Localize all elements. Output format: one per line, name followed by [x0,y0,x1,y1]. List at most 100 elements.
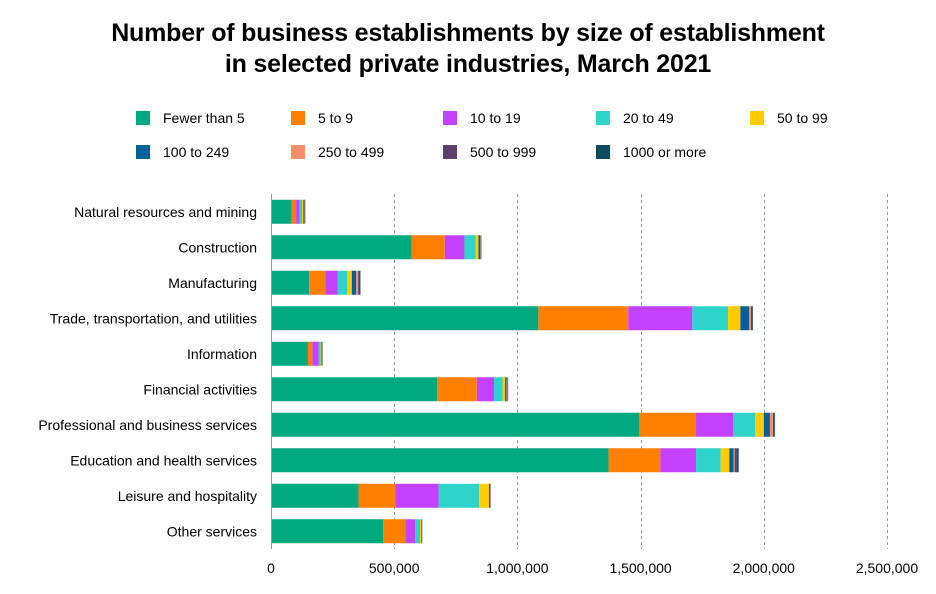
chart-title-line-2: in selected private industries, March 20… [224,50,712,78]
bar-trade-transportation-and-utilities-5-to-9 [538,306,629,331]
bar-financial-activities-5-to-9 [437,377,477,402]
bar-construction-fewer-than-5 [271,235,412,260]
bar-financial-activities-250-to-499 [506,377,508,402]
bar-trade-transportation-and-utilities-fewer-than-5 [271,306,539,331]
legend-swatch-fewer-than-5 [136,111,150,125]
bar-natural-resources-and-mining-20-to-49 [299,199,303,224]
bar-trade-transportation-and-utilities-50-to-99 [728,306,741,331]
bar-manufacturing-500-to-999 [358,270,360,295]
legend-label-5-to-9: 5 to 9 [318,110,354,126]
category-label-construction: Construction [178,239,257,255]
bar-professional-and-business-services-20-to-49 [733,412,756,437]
x-tick-label-1: 500,000 [369,560,420,576]
bar-education-and-health-services-5-to-9 [608,448,661,473]
x-tick-label-2: 1,000,000 [486,560,548,576]
bar-leisure-and-hospitality-50-to-99 [479,483,490,508]
bar-other-services-100-to-249 [421,519,423,544]
bar-professional-and-business-services-100-to-249 [763,412,770,437]
bar-trade-transportation-and-utilities-100-to-249 [740,306,750,331]
bar-manufacturing-5-to-9 [309,270,326,295]
bar-other-services-50-to-99 [420,519,422,544]
bar-education-and-health-services-250-to-499 [733,448,735,473]
bar-education-and-health-services-fewer-than-5 [271,448,609,473]
bar-construction-5-to-9 [411,235,445,260]
category-label-other-services: Other services [167,523,257,539]
bar-manufacturing-50-to-99 [347,270,352,295]
x-tick-label-3: 1,500,000 [609,560,671,576]
bar-leisure-and-hospitality-fewer-than-5 [271,483,359,508]
legend-label-500-to-999: 500 to 999 [470,144,537,160]
chart-title-line-1: Number of business establishments by siz… [111,19,825,47]
bar-information-5-to-9 [307,341,313,366]
category-label-information: Information [187,346,257,362]
bar-financial-activities-20-to-49 [493,377,503,402]
chart-legend: Fewer than 5 5 to 9 10 to 19 20 to 49 50 to … [0,0,936,170]
bar-other-services-10-to-19 [405,519,416,544]
bar-natural-resources-and-mining-50-to-99 [302,199,304,224]
bar-natural-resources-and-mining-10-to-19 [296,199,300,224]
bar-education-and-health-services-10-to-19 [660,448,697,473]
bar-leisure-and-hospitality-20-to-49 [438,483,480,508]
bar-professional-and-business-services-1000-or-more [774,412,775,437]
legend-label-1000-or-more: 1000 or more [623,144,707,160]
legend-swatch-10-to-19 [443,111,457,125]
bar-construction-10-to-19 [444,235,465,260]
legend-swatch-250-to-499 [291,145,305,159]
bar-construction-50-to-99 [475,235,479,260]
category-label-trade-transportation-and-utilities: Trade, transportation, and utilities [50,310,257,326]
bar-other-services-fewer-than-5 [271,519,384,544]
bar-trade-transportation-and-utilities-1000-or-more [752,306,753,331]
category-label-manufacturing: Manufacturing [168,275,257,291]
legend-swatch-50-to-99 [750,111,764,125]
bar-financial-activities-fewer-than-5 [271,377,438,402]
bar-natural-resources-and-mining-5-to-9 [291,199,297,224]
legend-swatch-500-to-999 [443,145,457,159]
chart-title: Number of business establishments by siz… [0,18,936,80]
bar-information-50-to-99 [320,341,322,366]
bar-manufacturing-250-to-499 [356,270,359,295]
bar-professional-and-business-services-fewer-than-5 [271,412,640,437]
category-label-natural-resources-and-mining: Natural resources and mining [74,204,257,220]
bar-leisure-and-hospitality-100-to-249 [489,483,491,508]
category-label-leisure-and-hospitality: Leisure and hospitality [118,488,257,504]
bar-leisure-and-hospitality-10-to-19 [395,483,439,508]
legend-label-10-to-19: 10 to 19 [470,110,521,126]
bar-education-and-health-services-20-to-49 [696,448,721,473]
legend-label-20-to-49: 20 to 49 [623,110,674,126]
legend-swatch-20-to-49 [596,111,610,125]
bar-professional-and-business-services-50-to-99 [755,412,764,437]
x-tick-label-5: 2,500,000 [856,560,918,576]
bar-financial-activities-50-to-99 [502,377,506,402]
bar-manufacturing-100-to-249 [351,270,357,295]
category-label-education-and-health-services: Education and health services [70,452,257,468]
bar-leisure-and-hospitality-5-to-9 [358,483,396,508]
bar-trade-transportation-and-utilities-20-to-49 [692,306,729,331]
bar-other-services-5-to-9 [383,519,406,544]
bar-natural-resources-and-mining-fewer-than-5 [271,199,292,224]
bar-manufacturing-20-to-49 [337,270,348,295]
legend-swatch-5-to-9 [291,111,305,125]
bar-construction-20-to-49 [464,235,476,260]
legend-swatch-1000-or-more [596,145,610,159]
bar-manufacturing-fewer-than-5 [271,270,310,295]
bar-trade-transportation-and-utilities-500-to-999 [750,306,753,331]
bar-information-100-to-249 [321,341,323,366]
bar-manufacturing-10-to-19 [325,270,338,295]
bar-information-10-to-19 [312,341,319,366]
bar-education-and-health-services-50-to-99 [720,448,730,473]
bar-education-and-health-services-1000-or-more [736,448,739,473]
bar-trade-transportation-and-utilities-10-to-19 [628,306,693,331]
bar-natural-resources-and-mining-100-to-249 [303,199,305,224]
bar-information-fewer-than-5 [271,341,308,366]
x-tick-label-0: 0 [267,560,275,576]
bar-education-and-health-services-500-to-999 [734,448,737,473]
bar-professional-and-business-services-250-to-499 [769,412,773,437]
bar-manufacturing-1000-or-more [359,270,361,295]
legend-label-100-to-249: 100 to 249 [163,144,230,160]
x-tick-label-4: 2,000,000 [733,560,795,576]
bar-professional-and-business-services-500-to-999 [772,412,775,437]
category-label-financial-activities: Financial activities [143,381,257,397]
bar-professional-and-business-services-5-to-9 [639,412,697,437]
bar-financial-activities-10-to-19 [476,377,494,402]
